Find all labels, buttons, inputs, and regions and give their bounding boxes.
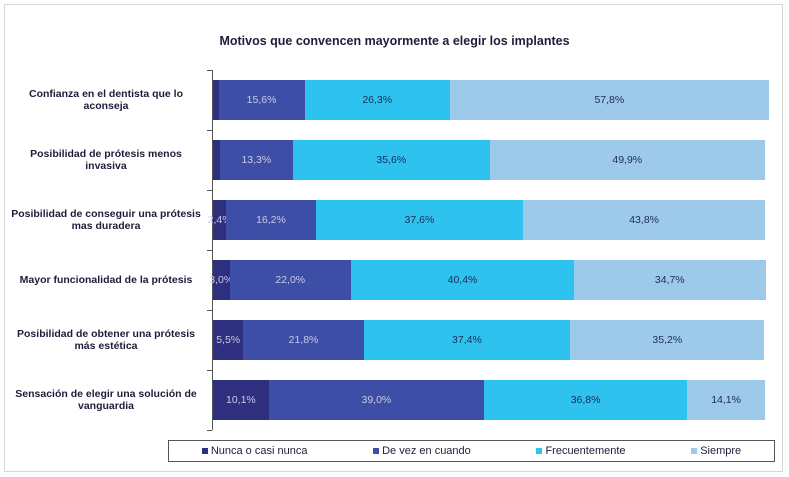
data-label: 22,0% (275, 274, 306, 286)
legend-swatch (373, 448, 380, 454)
bar-segment (213, 140, 220, 180)
bar-segment (218, 80, 305, 120)
axis-tick (207, 130, 212, 131)
bar-segment (226, 200, 316, 240)
legend-item: De vez en cuando (373, 445, 471, 457)
legend-label: Siempre (700, 445, 742, 457)
bar-segment (570, 320, 765, 360)
bar-segment (484, 380, 688, 420)
bar-segment (315, 200, 524, 240)
data-label: 35,2% (652, 334, 683, 346)
data-label: 36,8% (570, 394, 601, 406)
bar-segment (268, 380, 485, 420)
legend-swatch (201, 448, 208, 454)
legend-item: Nunca o casi nunca (201, 445, 308, 457)
axis-tick (207, 70, 212, 71)
data-label: 14,1% (711, 394, 741, 406)
legend-item: Frecuentemente (536, 445, 626, 457)
legend-item: Siempre (691, 445, 741, 457)
data-label: 16,2% (256, 214, 286, 226)
bar-segment (243, 320, 364, 360)
bar-segment (219, 140, 294, 180)
data-label: 5,5% (216, 334, 241, 346)
data-label: 35,6% (376, 154, 407, 166)
frame (4, 4, 783, 472)
data-label: 15,6% (246, 94, 277, 106)
bar-segment (213, 260, 230, 300)
bar-segment (351, 260, 574, 300)
axis-tick (207, 370, 212, 371)
bar-segment (213, 80, 219, 120)
category-label: Confianza en el dentista que lo aconseja (28, 88, 184, 112)
legend-label: Nunca o casi nunca (210, 445, 308, 457)
bar-segment (687, 380, 765, 420)
data-label: 40,4% (447, 274, 478, 286)
data-label: 37,6% (404, 214, 435, 226)
legend-label: De vez en cuando (382, 445, 471, 457)
bar-segment (213, 380, 269, 420)
data-label: 3,0% (209, 274, 234, 286)
bar-segment (449, 80, 769, 120)
data-label: 57,8% (594, 94, 625, 106)
data-label: 2,4% (207, 214, 232, 226)
bar-segment (304, 80, 450, 120)
data-label: 13,3% (241, 154, 272, 166)
data-label: 26,3% (362, 94, 393, 106)
category-label: Posibilidad de obtener una prótesis más … (17, 328, 195, 352)
legend-swatch (536, 448, 543, 454)
bar-segment (489, 140, 765, 180)
data-label: 21,8% (288, 334, 319, 346)
legend: Nunca o casi nunca De vez en cuando Frecue… (168, 440, 775, 462)
category-label: Sensación de elegir una solución de vang… (15, 388, 197, 412)
category-label: Posibilidad de conseguir una prótesis ma… (11, 208, 201, 232)
data-label: 49,9% (612, 154, 643, 166)
bar-segment (213, 200, 227, 240)
bar-segment (574, 260, 766, 300)
bar-segment (293, 140, 490, 180)
legend-label: Frecuentemente (545, 445, 626, 457)
bar-segment (213, 320, 244, 360)
bar-segment (229, 260, 351, 300)
legend-swatch (691, 448, 698, 454)
data-label: 34,7% (654, 274, 685, 286)
data-label: 43,8% (629, 214, 659, 226)
data-label: 39,0% (361, 394, 392, 406)
axis-tick (207, 250, 212, 251)
category-label: Posibilidad de prótesis menos invasiva (30, 148, 182, 172)
data-label: 37,4% (452, 334, 482, 346)
axis-tick (207, 190, 212, 191)
axis-tick (207, 430, 212, 431)
data-label: 10,1% (225, 394, 256, 406)
axis-tick (207, 310, 212, 311)
bar-segment (523, 200, 765, 240)
chart-title: Motivos que convencen mayormente a elegi… (219, 34, 570, 48)
category-label: Mayor funcionalidad de la prótesis (19, 274, 193, 286)
bar-segment (363, 320, 571, 360)
category-axis (212, 70, 213, 430)
